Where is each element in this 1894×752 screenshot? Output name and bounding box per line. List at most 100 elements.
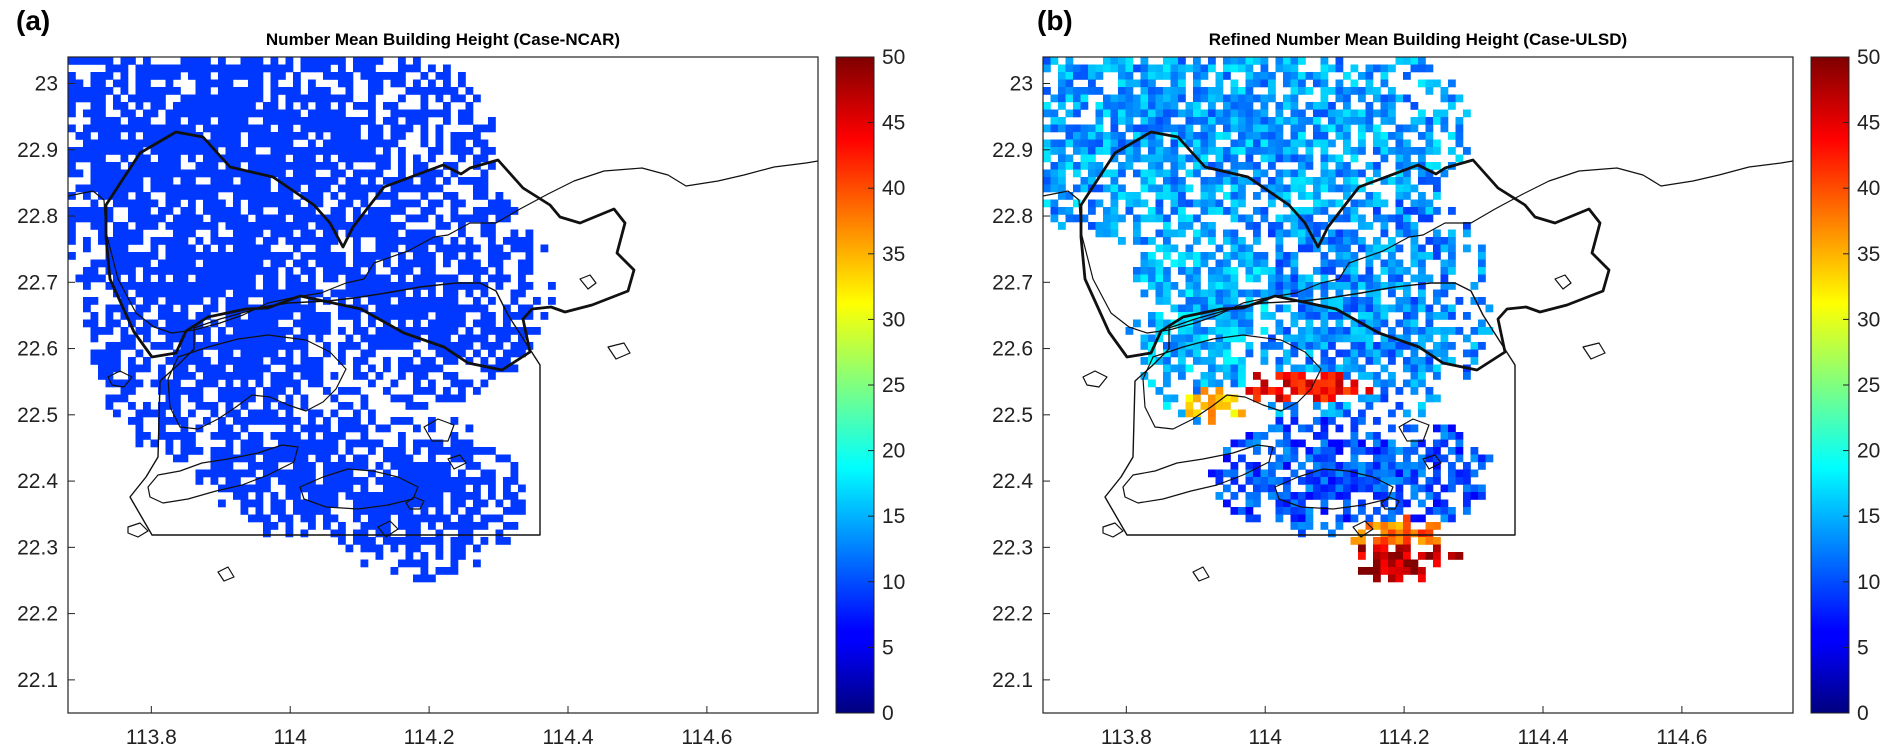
heatmap-cell	[120, 199, 129, 208]
heatmap-cell	[1425, 522, 1434, 530]
heatmap-cell	[383, 274, 391, 283]
heatmap-cell	[360, 462, 369, 470]
heatmap-cell	[458, 109, 466, 118]
heatmap-cell	[368, 222, 376, 230]
heatmap-cell	[68, 102, 76, 110]
heatmap-cell	[1073, 109, 1081, 118]
heatmap-cell	[1418, 334, 1426, 343]
heatmap-cell	[1350, 177, 1359, 185]
heatmap-cell	[428, 87, 436, 95]
heatmap-cell	[1373, 207, 1381, 215]
heatmap-cell	[165, 79, 174, 88]
heatmap-cell	[1268, 192, 1276, 200]
heatmap-cell	[353, 282, 361, 290]
heatmap-cell	[375, 124, 384, 133]
heatmap-cell	[1448, 327, 1456, 335]
heatmap-cell	[450, 507, 459, 515]
heatmap-cell	[1418, 537, 1426, 545]
heatmap-cell	[240, 87, 249, 95]
heatmap-cell	[480, 169, 489, 178]
heatmap-cell	[203, 199, 211, 208]
heatmap-cell	[465, 327, 474, 335]
heatmap-cell	[1283, 64, 1291, 73]
heatmap-cell	[1358, 132, 1366, 140]
heatmap-cell	[240, 72, 249, 80]
heatmap-cell	[1170, 334, 1179, 343]
heatmap-cell	[1275, 124, 1284, 133]
heatmap-cell	[1395, 492, 1404, 500]
heatmap-cell	[173, 289, 181, 298]
heatmap-cell	[473, 349, 481, 358]
heatmap-cell	[225, 169, 234, 178]
heatmap-cell	[135, 259, 144, 268]
heatmap-cell	[293, 379, 301, 388]
heatmap-cell	[128, 402, 136, 410]
heatmap-cell	[375, 132, 384, 140]
heatmap-cell	[1373, 379, 1381, 388]
heatmap-cell	[1373, 199, 1381, 208]
heatmap-cell	[158, 372, 166, 380]
heatmap-cell	[1200, 372, 1209, 380]
heatmap-cell	[1403, 364, 1411, 373]
heatmap-cell	[263, 177, 271, 185]
heatmap-cell	[1403, 522, 1411, 530]
heatmap-cell	[285, 447, 294, 455]
heatmap-cell	[1320, 199, 1329, 208]
heatmap-cell	[1118, 79, 1126, 88]
heatmap-cell	[1140, 274, 1149, 283]
heatmap-cell	[398, 267, 406, 275]
heatmap-cell	[315, 492, 324, 500]
heatmap-cell	[405, 364, 414, 373]
heatmap-cell	[1170, 199, 1179, 208]
heatmap-cell	[1403, 312, 1411, 320]
heatmap-cell	[1463, 469, 1471, 478]
heatmap-cell	[1358, 439, 1366, 448]
heatmap-cell	[255, 312, 264, 320]
heatmap-cell	[443, 87, 451, 95]
heatmap-cell	[338, 424, 346, 433]
heatmap-cell	[413, 117, 421, 125]
heatmap-cell	[1080, 184, 1089, 193]
heatmap-cell	[120, 109, 129, 118]
heatmap-cell	[173, 169, 181, 178]
heatmap-cell	[1395, 499, 1404, 508]
heatmap-cell	[1403, 304, 1411, 313]
heatmap-cell	[1380, 177, 1389, 185]
heatmap-cell	[458, 469, 466, 478]
heatmap-cell	[1320, 184, 1329, 193]
heatmap-cell	[300, 499, 309, 508]
heatmap-cell	[308, 319, 316, 328]
heatmap-cell	[398, 469, 406, 478]
heatmap-cell	[1410, 64, 1419, 73]
heatmap-cell	[1208, 417, 1216, 425]
heatmap-cell	[360, 424, 369, 433]
heatmap-cell	[368, 229, 376, 238]
heatmap-cell	[188, 259, 196, 268]
heatmap-cell	[180, 319, 189, 328]
heatmap-cell	[1343, 139, 1351, 148]
heatmap-cell	[420, 207, 429, 215]
heatmap-cell	[1268, 484, 1276, 493]
heatmap-cell	[83, 184, 91, 193]
heatmap-cell	[1358, 109, 1366, 118]
heatmap-cell	[413, 574, 421, 583]
heatmap-cell	[1395, 207, 1404, 215]
heatmap-cell	[248, 147, 256, 155]
heatmap-cell	[413, 57, 421, 65]
heatmap-cell	[473, 477, 481, 485]
heatmap-cell	[1193, 229, 1201, 238]
heatmap-cell	[1403, 222, 1411, 230]
heatmap-cell	[1290, 57, 1299, 65]
heatmap-cell	[495, 282, 504, 290]
heatmap-cell	[1313, 267, 1321, 275]
heatmap-cell	[398, 79, 406, 88]
heatmap-cell	[270, 282, 279, 290]
heatmap-cell	[390, 177, 399, 185]
heatmap-cell	[375, 72, 384, 80]
heatmap-cell	[1320, 94, 1329, 103]
heatmap-cell	[165, 184, 174, 193]
heatmap-cell	[465, 522, 474, 530]
heatmap-cell	[1253, 469, 1261, 478]
heatmap-cell	[1455, 552, 1464, 560]
heatmap-cell	[120, 312, 129, 320]
